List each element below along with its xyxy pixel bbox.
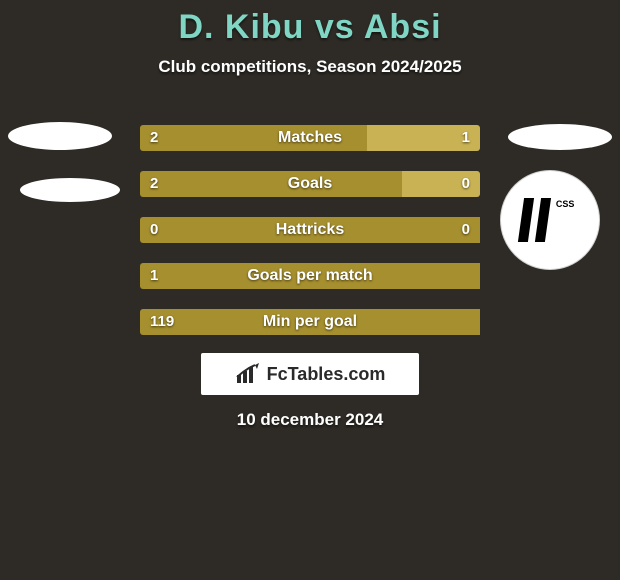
comparison-rows: 21Matches 20Goals 00Hattricks 1Goals per ma… (140, 125, 480, 355)
logo-stripe (518, 198, 534, 242)
chart-icon (235, 363, 261, 385)
stat-row: 119Min per goal (140, 309, 480, 335)
page-subtitle: Club competitions, Season 2024/2025 (0, 57, 620, 77)
branding-badge[interactable]: FcTables.com (201, 353, 419, 395)
left-club-badge-1 (8, 122, 112, 150)
right-club-logo: CSS (500, 170, 600, 270)
category-label: Matches (140, 125, 480, 151)
comparison-stage: D. Kibu vs Absi Club competitions, Seaso… (0, 0, 620, 580)
right-club-badge-ellipse (508, 124, 612, 150)
category-label: Hattricks (140, 217, 480, 243)
club-logo-inner: CSS (516, 186, 585, 255)
stat-row: 20Goals (140, 171, 480, 197)
logo-text: CSS (549, 199, 582, 209)
stat-row: 21Matches (140, 125, 480, 151)
page-title: D. Kibu vs Absi (0, 0, 620, 47)
footer-date: 10 december 2024 (0, 410, 620, 430)
category-label: Min per goal (140, 309, 480, 335)
stat-row: 00Hattricks (140, 217, 480, 243)
stat-row: 1Goals per match (140, 263, 480, 289)
category-label: Goals (140, 171, 480, 197)
left-club-badge-2 (20, 178, 120, 202)
category-label: Goals per match (140, 263, 480, 289)
branding-text: FcTables.com (267, 364, 386, 385)
